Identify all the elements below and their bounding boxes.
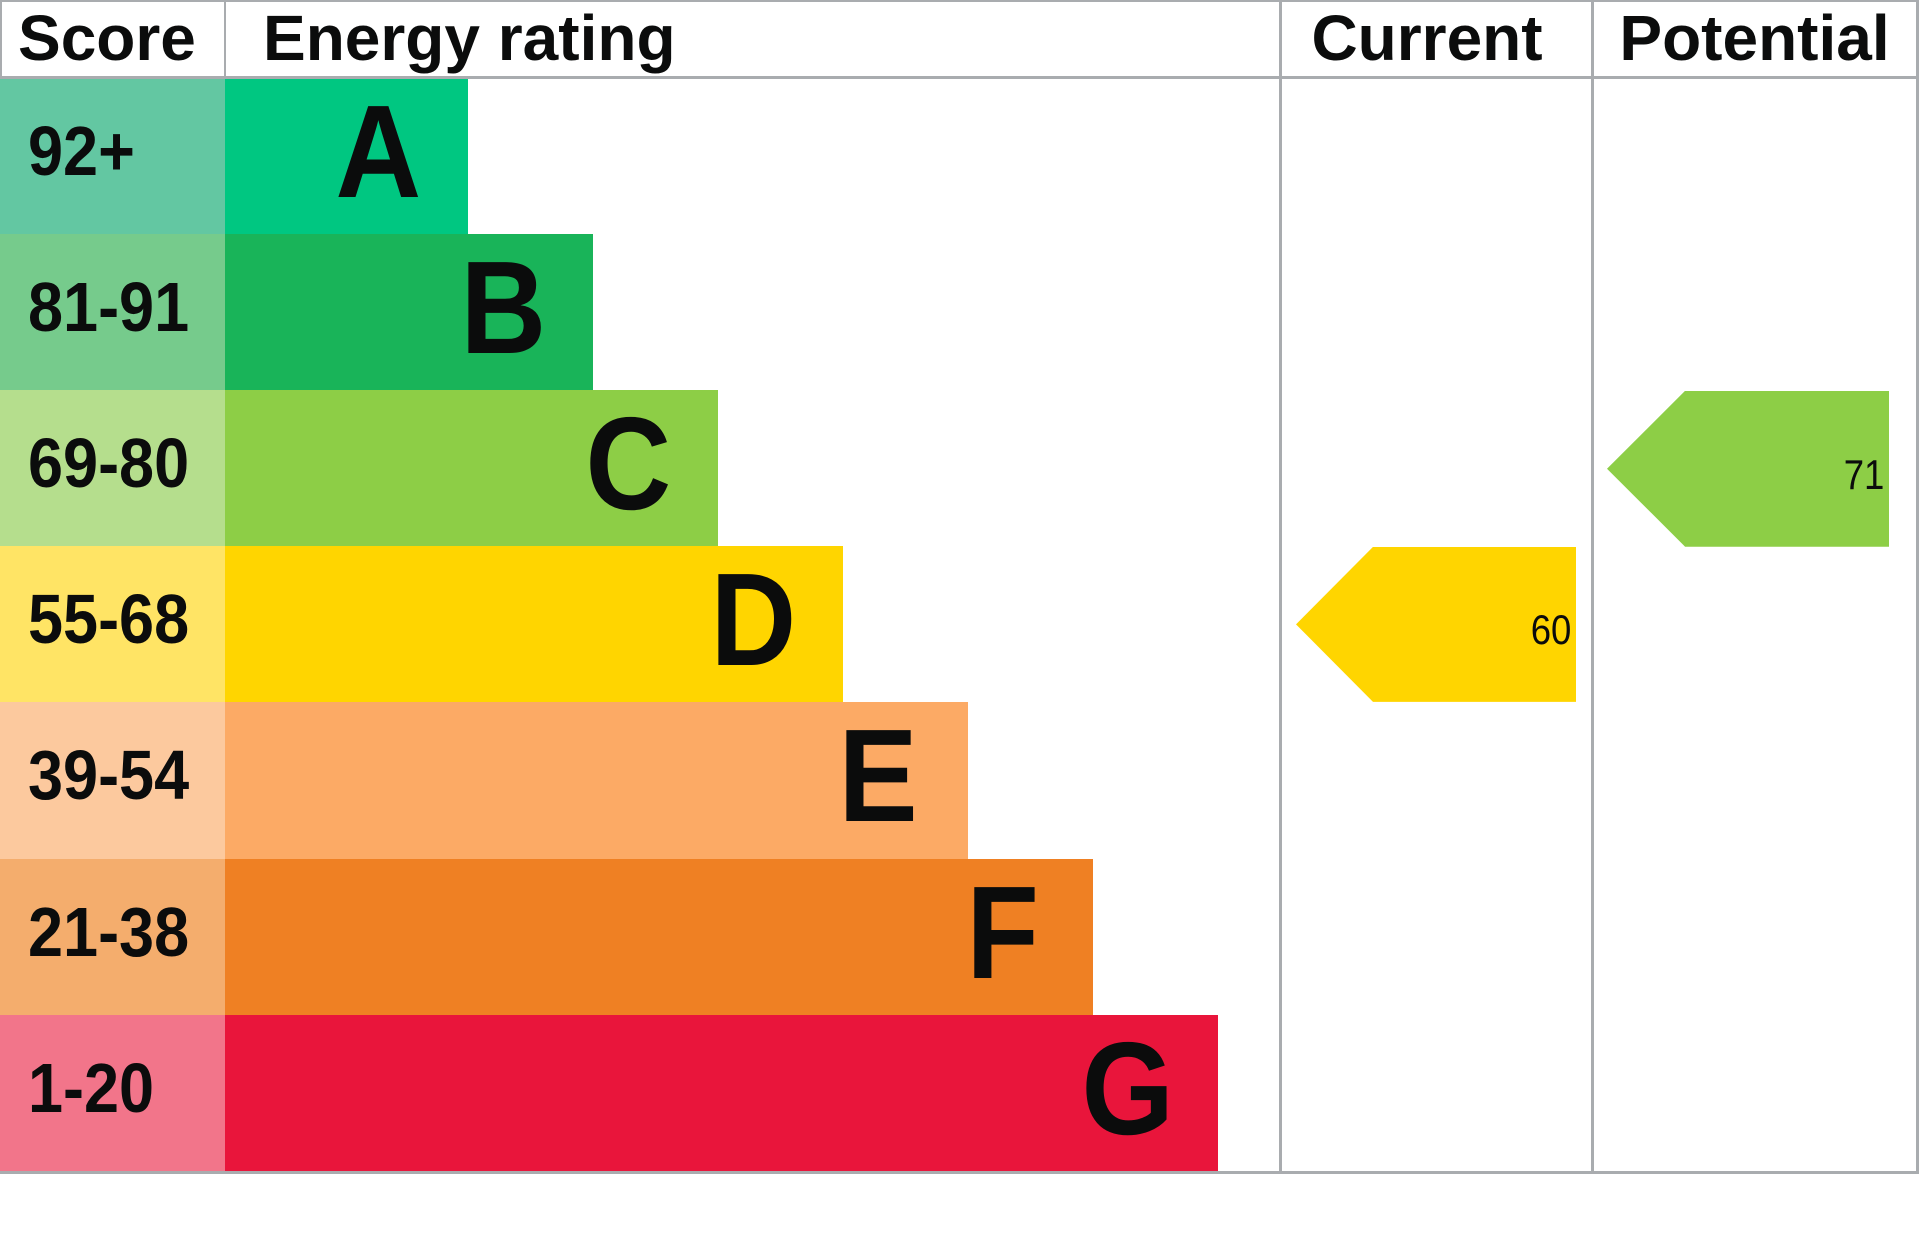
potential-rating-value: 71 — [1844, 450, 1885, 498]
band-e-bar: E — [225, 702, 968, 859]
divider-rating-current — [1278, 0, 1282, 1174]
band-row-c: 69-80 C — [0, 390, 1920, 547]
band-d-score-cell: 55-68 — [0, 546, 225, 703]
band-row-f: 21-38 F — [0, 858, 1920, 1015]
band-e-score-range: 39-54 — [28, 736, 190, 815]
divider-score-rating — [223, 0, 226, 79]
band-a-score-cell: 92+ — [0, 78, 225, 235]
table-border-top — [0, 0, 1918, 2]
band-b-score-range: 81-91 — [28, 268, 190, 347]
column-header-score: Score — [18, 0, 196, 76]
band-g-letter: G — [1081, 1014, 1175, 1162]
column-header-energy-rating-label: Energy rating — [263, 2, 676, 74]
band-f-score-range: 21-38 — [28, 892, 190, 971]
column-header-energy-rating: Energy rating — [263, 0, 676, 76]
band-a-letter: A — [335, 78, 421, 226]
divider-current-potential — [1590, 0, 1594, 1174]
column-header-score-label: Score — [18, 2, 196, 74]
band-g-score-range: 1-20 — [28, 1048, 155, 1127]
band-c-bar: C — [225, 390, 718, 547]
band-c-score-range: 69-80 — [28, 424, 190, 503]
band-f-letter: F — [966, 858, 1040, 1006]
table-border-header-bottom — [0, 76, 1918, 79]
column-header-current-label: Current — [1311, 2, 1543, 74]
band-row-d: 55-68 D — [0, 546, 1920, 703]
band-row-e: 39-54 E — [0, 702, 1920, 859]
band-row-b: 81-91 B — [0, 234, 1920, 391]
band-d-score-range: 55-68 — [28, 580, 190, 659]
band-a-bar: A — [225, 78, 468, 235]
column-header-current: Current — [1272, 0, 1582, 76]
band-e-score-cell: 39-54 — [0, 702, 225, 859]
current-rating-value: 60 — [1531, 606, 1572, 654]
band-b-bar: B — [225, 234, 593, 391]
band-c-letter: C — [585, 390, 671, 538]
table-border-left — [0, 0, 2, 79]
band-a-score-range: 92+ — [28, 112, 135, 191]
band-b-letter: B — [460, 234, 546, 382]
band-f-score-cell: 21-38 — [0, 858, 225, 1015]
band-e-letter: E — [838, 702, 918, 850]
band-g-score-cell: 1-20 — [0, 1014, 225, 1171]
band-c-score-cell: 69-80 — [0, 390, 225, 547]
table-border-right — [1915, 0, 1919, 1174]
band-d-bar: D — [225, 546, 843, 703]
table-border-bottom — [0, 1171, 1918, 1174]
band-row-a: 92+ A — [0, 78, 1920, 235]
column-header-potential: Potential — [1593, 0, 1916, 76]
band-b-score-cell: 81-91 — [0, 234, 225, 391]
band-row-g: 1-20 G — [0, 1014, 1920, 1171]
column-header-potential-label: Potential — [1619, 2, 1890, 74]
band-d-letter: D — [710, 546, 796, 694]
band-f-bar: F — [225, 858, 1093, 1015]
band-g-bar: G — [225, 1014, 1218, 1171]
